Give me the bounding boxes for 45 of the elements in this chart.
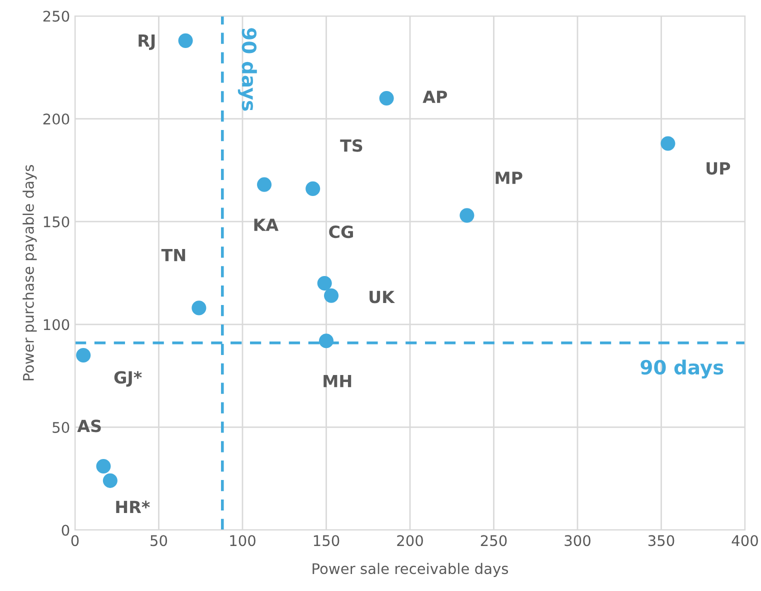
annotation: RJ [138,34,155,50]
y-tick-label: 200 [43,114,70,125]
point [178,33,193,48]
x-tick-label: 400 [732,535,758,546]
annotation: HR* [116,500,150,514]
annotation: GJ* [114,371,142,387]
y-tick-label: 150 [44,216,70,228]
annotation: TS [340,139,362,152]
point [192,300,206,316]
y-axis-title: Power purchase payable days [22,165,37,380]
x-tick-label: 150 [314,535,340,546]
annotation: MP [496,172,522,184]
annotation: AP [422,90,448,103]
point [306,181,320,196]
x-tick-label: 300 [564,535,590,546]
point [317,276,332,291]
x-tick-label: 350 [648,535,674,546]
y-tick-label: 50 [52,422,70,433]
annotation: TN [161,249,186,262]
annotation: KA [254,218,278,231]
y-tick-label: 0 [62,524,70,536]
point [379,90,394,106]
x-tick-label: 200 [397,535,423,546]
annotation: MH [324,374,352,388]
point [96,458,111,474]
annotation: CG [329,226,353,238]
x-tick-label: 50 [150,535,168,546]
ref-line-label: 90 days [640,360,724,379]
annotation: UK [370,290,396,304]
x-tick-label: 250 [480,535,507,546]
annotation: AS [77,420,101,432]
point [324,288,339,303]
x-tick-label: 100 [230,535,256,546]
point [660,136,676,151]
y-tick-label: 100 [44,319,70,330]
point [256,177,272,192]
ref-line-label: 90 days [238,28,257,111]
x-axis-title: Power sale receivable days [312,562,508,577]
x-tick-label: 0 [71,535,79,546]
annotation: UP [706,162,730,175]
point [318,334,334,348]
point [460,208,474,223]
point [76,348,91,363]
point [102,473,118,488]
y-tick-label: 250 [43,10,70,22]
